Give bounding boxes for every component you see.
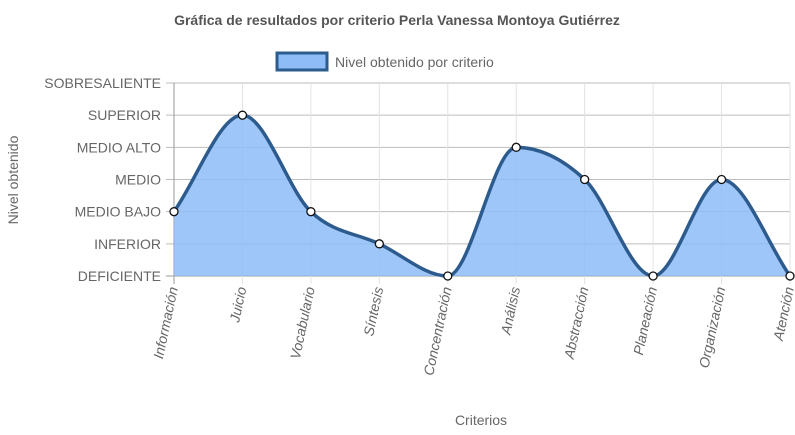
data-point[interactable] — [580, 174, 590, 185]
data-point[interactable] — [443, 271, 453, 281]
data-points — [169, 110, 795, 281]
x-tick-label: Vocabulario — [287, 285, 318, 360]
data-point[interactable] — [237, 110, 248, 120]
y-axis-ticks: DEFICIENTE INFERIOR MEDIO BAJO MEDIO MEDIO A… — [44, 75, 161, 284]
x-axis-ticks: Información Juicio Vocabulario Síntesis Conc… — [150, 285, 795, 377]
data-point[interactable] — [169, 207, 179, 217]
legend-label: Nivel obtenido por criterio — [335, 54, 494, 70]
series-line — [172, 113, 792, 278]
data-point[interactable] — [716, 174, 727, 185]
y-tick-label: INFERIOR — [94, 236, 161, 252]
x-tick-label: Análisis — [497, 285, 523, 337]
x-tick-label: Atención — [770, 285, 795, 343]
data-point[interactable] — [306, 207, 316, 217]
y-tick-label: DEFICIENTE — [78, 268, 161, 284]
legend-swatch — [275, 51, 329, 72]
x-tick-label: Organización — [696, 285, 729, 369]
y-tick-label: SUPERIOR — [88, 107, 161, 123]
y-tick-label: MEDIO ALTO — [77, 139, 161, 155]
x-tick-label: Abstracción — [561, 285, 592, 361]
series-area — [174, 115, 790, 277]
legend[interactable]: Nivel obtenido por criterio — [275, 51, 494, 72]
x-tick-label: Juicio — [226, 285, 249, 325]
y-tick-label: MEDIO — [115, 172, 161, 188]
y-axis-title: Nivel obtenido — [5, 135, 21, 224]
x-tick-label: Síntesis — [360, 285, 386, 337]
x-axis-title: Criterios — [455, 412, 507, 428]
y-tick-label: SOBRESALIENTE — [44, 75, 161, 91]
data-point[interactable] — [785, 271, 795, 281]
x-tick-label: Concentración — [420, 285, 454, 377]
x-tick-label: Planeación — [630, 285, 660, 356]
data-point[interactable] — [648, 271, 658, 281]
data-point[interactable] — [511, 142, 521, 152]
y-tick-label: MEDIO BAJO — [75, 204, 161, 220]
data-point[interactable] — [374, 239, 384, 249]
x-tick-label: Información — [150, 285, 181, 360]
chart-title: Gráfica de resultados por criterio Perla… — [174, 12, 620, 28]
